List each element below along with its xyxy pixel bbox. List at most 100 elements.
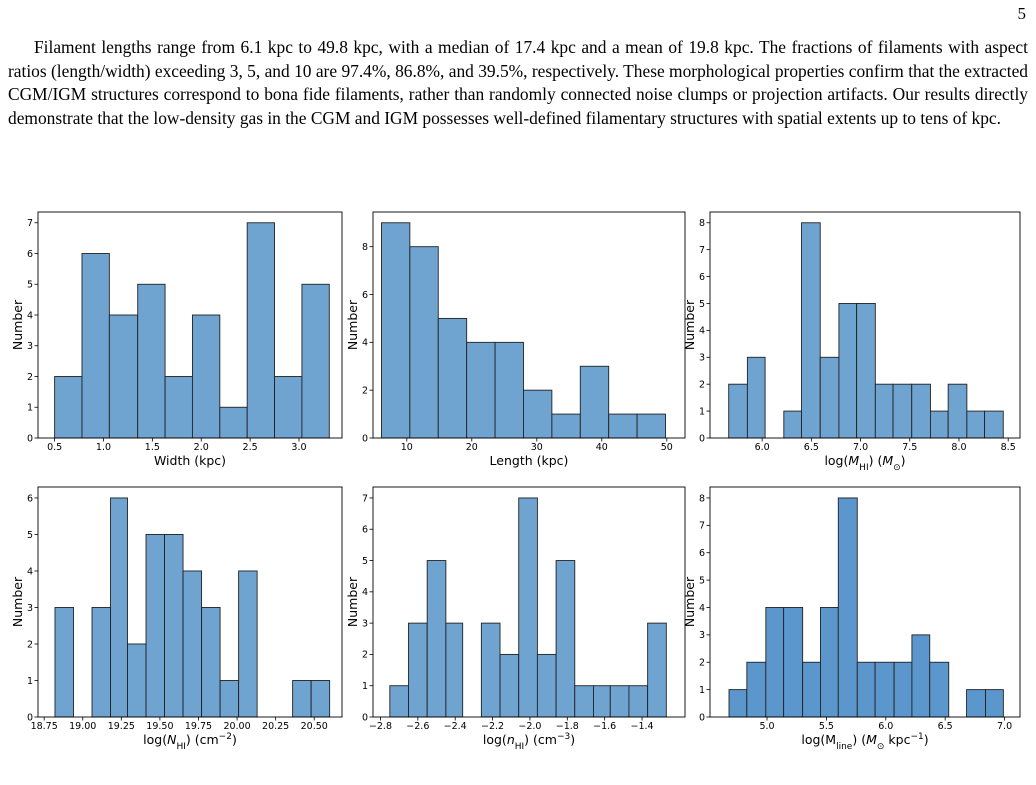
y-tick-label: 3 bbox=[27, 603, 33, 614]
histogram-panel: 10 20 30 40 50 0 2 4 6 8 Number Length (kpc) bbox=[345, 211, 686, 468]
y-tick-label: 8 bbox=[362, 242, 368, 253]
y-tick-label: 6 bbox=[362, 290, 368, 301]
bar bbox=[137, 283, 166, 439]
x-tick-label: 20.50 bbox=[301, 721, 328, 732]
page-number: 5 bbox=[1017, 4, 1027, 23]
bar bbox=[164, 376, 193, 439]
bar bbox=[874, 383, 894, 439]
x-axis-label-part: log( bbox=[483, 732, 507, 747]
y-tick-label: 4 bbox=[362, 338, 368, 349]
bar bbox=[523, 389, 553, 439]
y-tick-label: 0 bbox=[362, 712, 368, 723]
x-tick-label: 5.0 bbox=[759, 721, 774, 732]
bar bbox=[947, 383, 968, 439]
x-axis-label-part: ) ( bbox=[852, 732, 866, 747]
y-tick-label: 0 bbox=[27, 712, 33, 723]
y-tick-label: 1 bbox=[362, 681, 368, 692]
bar bbox=[219, 406, 248, 439]
x-axis-label-part: HI bbox=[515, 742, 524, 752]
x-axis-label-part: ) ( bbox=[869, 453, 883, 468]
x-axis-label-part: −1 bbox=[910, 732, 923, 742]
x-axis-label-part: ) bbox=[232, 732, 237, 747]
x-axis-label-part: ⊙ bbox=[877, 742, 885, 752]
x-tick-label: 1.5 bbox=[145, 442, 160, 453]
bar bbox=[929, 661, 950, 718]
x-tick-label: 8.5 bbox=[1001, 442, 1016, 453]
histogram-panel: 6.0 6.5 7.0 7.5 8.0 8.5012345678Numberlog(MHI… bbox=[682, 211, 1021, 473]
bar bbox=[579, 365, 610, 439]
x-tick-label: −2.4 bbox=[444, 721, 467, 732]
bar bbox=[609, 685, 630, 718]
x-tick-label: 20.00 bbox=[223, 721, 250, 732]
x-axis-label: log(MHI) (M⊙) bbox=[824, 453, 905, 473]
y-tick-label: 5 bbox=[27, 280, 33, 291]
bar bbox=[389, 685, 409, 718]
bar bbox=[966, 410, 986, 439]
x-axis-label-part: HI bbox=[859, 463, 868, 473]
bar bbox=[381, 222, 411, 439]
x-tick-label: 3.0 bbox=[291, 442, 306, 453]
x-axis-label-part: ⊙ bbox=[893, 463, 901, 473]
y-tick-label: 4 bbox=[27, 310, 33, 321]
bar bbox=[746, 356, 766, 439]
bar bbox=[837, 497, 858, 718]
y-tick-label: 1 bbox=[699, 406, 705, 417]
y-tick-label: 2 bbox=[362, 385, 368, 396]
x-tick-label: 19.75 bbox=[185, 721, 212, 732]
y-axis-label: Number bbox=[345, 299, 360, 350]
x-tick-label: 6.0 bbox=[755, 442, 770, 453]
y-tick-label: 2 bbox=[362, 650, 368, 661]
bar bbox=[802, 661, 821, 718]
x-tick-label: 19.00 bbox=[69, 721, 96, 732]
bar bbox=[54, 607, 74, 718]
y-tick-label: 4 bbox=[362, 587, 368, 598]
x-tick-label: 8.0 bbox=[951, 442, 966, 453]
bar bbox=[856, 303, 876, 439]
axes-frame bbox=[37, 211, 343, 439]
bar bbox=[536, 653, 557, 718]
y-tick-label: 4 bbox=[27, 566, 33, 577]
x-tick-label: 7.0 bbox=[997, 721, 1012, 732]
y-tick-label: 3 bbox=[699, 630, 705, 641]
bar bbox=[81, 253, 110, 439]
y-tick-label: 6 bbox=[27, 249, 33, 260]
bar bbox=[480, 622, 501, 718]
y-axis-label: Number bbox=[682, 576, 697, 627]
x-axis-label-part: M bbox=[882, 453, 893, 468]
x-axis-label-part: −2 bbox=[219, 732, 232, 742]
bar bbox=[191, 314, 221, 439]
x-axis-label-part: ) bbox=[901, 453, 906, 468]
y-tick-label: 6 bbox=[699, 272, 705, 283]
x-tick-label: 1.0 bbox=[96, 442, 111, 453]
x-axis-label-part: line bbox=[836, 742, 853, 752]
x-axis-label-part: ) bbox=[924, 732, 929, 747]
x-axis-label-part: N bbox=[167, 732, 177, 747]
x-tick-label: 19.50 bbox=[146, 721, 173, 732]
bar bbox=[437, 317, 468, 439]
bar bbox=[985, 689, 1004, 718]
bar bbox=[911, 383, 931, 439]
bar bbox=[874, 661, 895, 718]
bar bbox=[728, 689, 748, 718]
x-axis-label-part: ) (cm bbox=[186, 732, 219, 747]
y-tick-label: 6 bbox=[699, 548, 705, 559]
bar bbox=[783, 410, 802, 439]
x-tick-label: 18.75 bbox=[31, 721, 58, 732]
x-axis-label-part: ) bbox=[570, 732, 575, 747]
x-tick-label: 20 bbox=[466, 442, 478, 453]
y-tick-label: 1 bbox=[27, 403, 33, 414]
x-axis-label-part: Width (kpc) bbox=[154, 453, 226, 468]
bar bbox=[91, 607, 111, 718]
x-tick-label: 5.5 bbox=[819, 721, 834, 732]
x-axis-label-part: ) (cm bbox=[524, 732, 557, 747]
bar bbox=[746, 661, 767, 718]
y-tick-label: 5 bbox=[699, 575, 705, 586]
x-axis-label: Width (kpc) bbox=[154, 453, 226, 468]
bar bbox=[984, 410, 1004, 439]
y-tick-label: 4 bbox=[699, 326, 705, 337]
x-tick-label: −2.6 bbox=[406, 721, 429, 732]
x-axis-label-part: kpc bbox=[884, 732, 910, 747]
y-tick-label: 5 bbox=[362, 556, 368, 567]
x-tick-label: 6.5 bbox=[804, 442, 819, 453]
